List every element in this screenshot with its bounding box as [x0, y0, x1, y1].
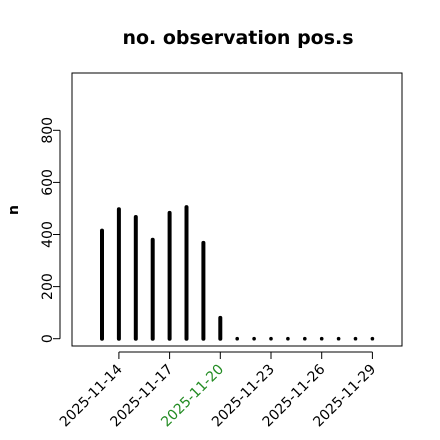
- zero-bar-point: [235, 336, 239, 341]
- y-tick-label: 400: [40, 221, 56, 248]
- x-axis: 2025-11-142025-11-172025-11-202025-11-23…: [57, 351, 379, 430]
- plot-frame: [71, 72, 403, 347]
- zero-bar-point: [336, 336, 341, 341]
- zero-bar-point: [286, 336, 290, 341]
- y-tick-label: 600: [40, 169, 56, 196]
- zero-bar-point: [353, 336, 358, 341]
- y-axis-label: n: [6, 205, 22, 215]
- y-tick-label: 0: [40, 334, 56, 343]
- chart-title: no. observation pos.s: [122, 27, 353, 49]
- y-tick-label: 800: [40, 117, 56, 144]
- bars: [100, 205, 375, 341]
- zero-bar-point: [269, 336, 273, 341]
- zero-bar-point: [252, 336, 256, 341]
- zero-bar-point: [303, 336, 307, 341]
- zero-bar-point: [319, 336, 324, 341]
- zero-bar-point: [370, 336, 375, 341]
- y-tick-label: 200: [40, 273, 56, 300]
- y-axis: 0 200 400 600 800: [40, 117, 61, 343]
